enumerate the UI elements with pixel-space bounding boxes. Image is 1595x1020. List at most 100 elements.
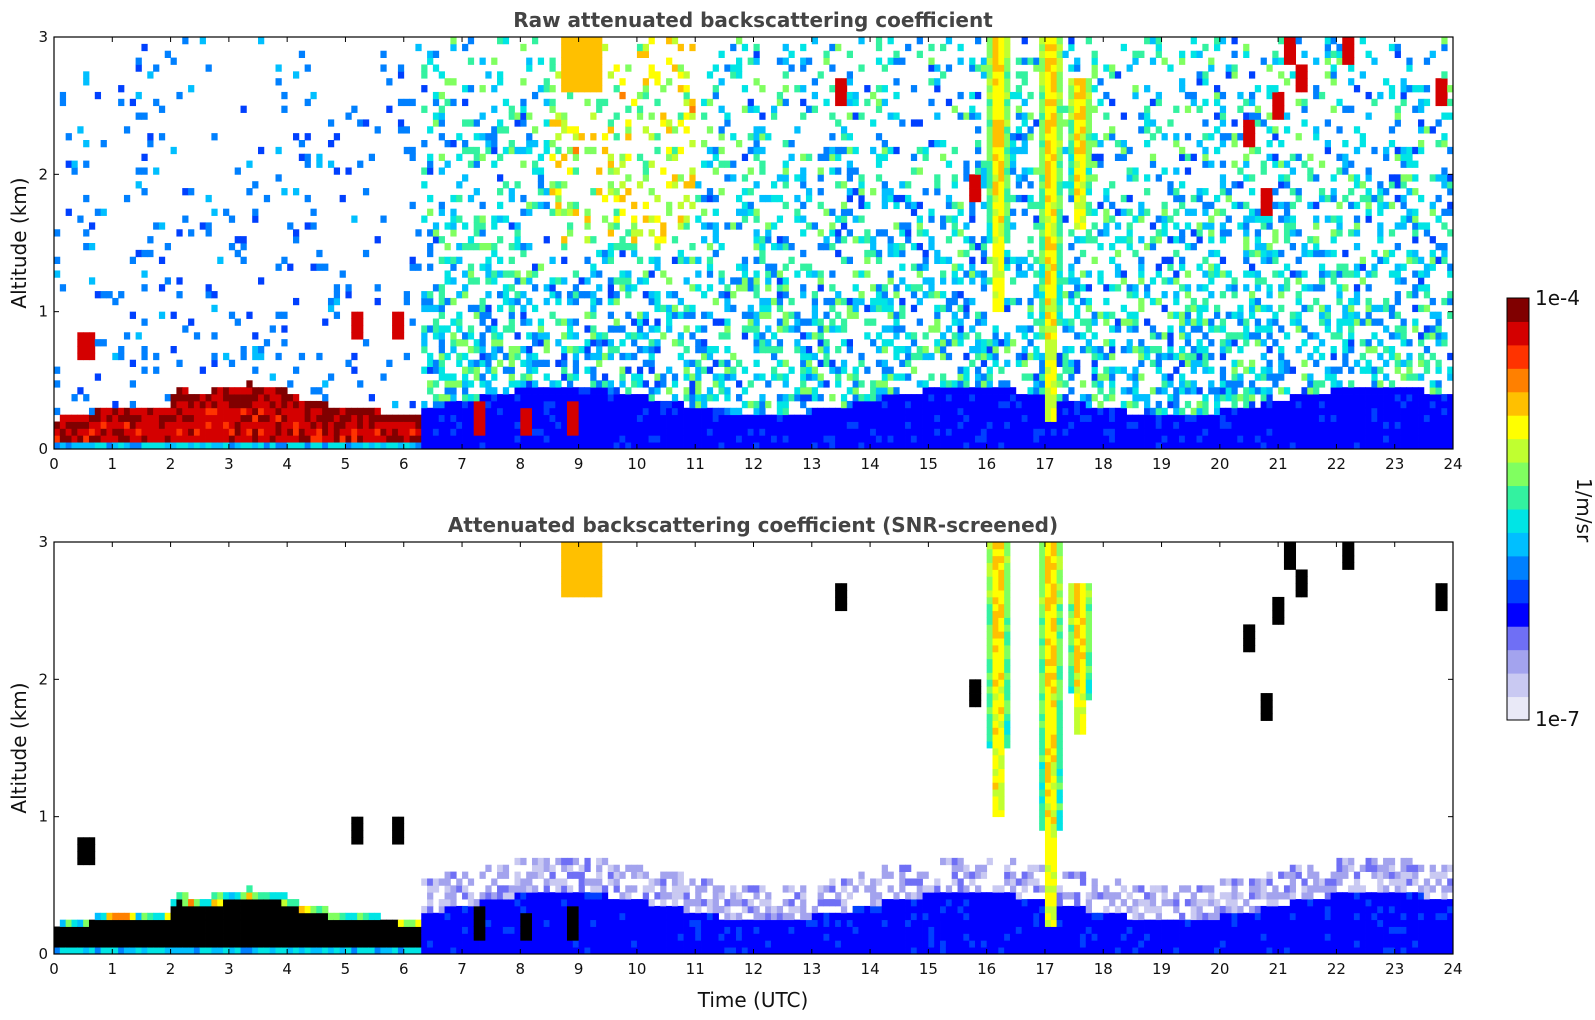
- heatmap-cell: [1179, 435, 1186, 443]
- heatmap-cell: [800, 380, 807, 388]
- heatmap-cell: [444, 421, 451, 429]
- heatmap-cell: [345, 291, 352, 299]
- heatmap-cell: [1266, 188, 1273, 196]
- heatmap-cell: [584, 71, 591, 79]
- heatmap-cell: [1044, 366, 1052, 374]
- heatmap-cell: [1039, 400, 1046, 409]
- heatmap-cell: [1237, 373, 1244, 381]
- heatmap-cell: [1289, 50, 1297, 58]
- heatmap-cell: [1254, 243, 1262, 251]
- heatmap-cell: [351, 435, 358, 443]
- heatmap-cell: [1027, 352, 1034, 361]
- heatmap-cell: [957, 332, 964, 340]
- heatmap-cell: [1039, 394, 1046, 402]
- heatmap-cell: [980, 256, 988, 264]
- heatmap-cell: [916, 414, 923, 422]
- heatmap-cell: [1179, 442, 1186, 449]
- heatmap-cell: [957, 112, 964, 120]
- heatmap-cell: [986, 50, 993, 58]
- heatmap-cell: [473, 229, 480, 237]
- heatmap-cell: [916, 222, 923, 230]
- heatmap-cell: [1219, 318, 1227, 326]
- heatmap-cell: [59, 428, 67, 436]
- heatmap-cell: [928, 98, 935, 107]
- heatmap-cell: [129, 421, 137, 429]
- heatmap-cell: [1161, 304, 1168, 313]
- heatmap-cell: [683, 428, 690, 436]
- heatmap-cell: [1167, 346, 1174, 354]
- heatmap-cell: [462, 352, 469, 361]
- heatmap-cell: [1004, 380, 1011, 388]
- heatmap-cell: [1161, 133, 1168, 141]
- heatmap-cell: [421, 435, 428, 443]
- heatmap-cell: [1196, 222, 1203, 230]
- heatmap-cell: [240, 442, 247, 449]
- heatmap-cell: [1068, 105, 1075, 113]
- heatmap-cell: [479, 421, 486, 429]
- heatmap-cell: [1074, 442, 1081, 449]
- heatmap-cell: [1039, 71, 1046, 79]
- heatmap-cell: [1231, 50, 1238, 58]
- heatmap-cell: [584, 277, 591, 285]
- heatmap-cell: [135, 57, 142, 65]
- heatmap-cell: [1248, 174, 1256, 182]
- heatmap-cell: [497, 428, 504, 436]
- heatmap-cell: [1097, 98, 1104, 107]
- heatmap-cell: [969, 188, 976, 196]
- heatmap-cell: [485, 256, 492, 264]
- heatmap-cell: [852, 167, 859, 175]
- heatmap-cell: [1231, 435, 1238, 443]
- heatmap-cell: [211, 352, 218, 361]
- heatmap-cell: [730, 428, 737, 436]
- heatmap-cell: [566, 291, 574, 299]
- heatmap-cell: [753, 428, 760, 436]
- heatmap-cell: [875, 421, 883, 429]
- heatmap-cell: [992, 153, 999, 161]
- heatmap-cell: [1219, 119, 1227, 127]
- heatmap-cell: [153, 428, 160, 436]
- heatmap-cell: [1027, 167, 1034, 175]
- heatmap-cell: [462, 174, 469, 182]
- heatmap-cell: [1050, 400, 1058, 409]
- heatmap-cell: [240, 435, 247, 443]
- heatmap-cell: [922, 421, 929, 429]
- heatmap-cell: [397, 325, 405, 333]
- heatmap-cell: [1196, 263, 1203, 271]
- heatmap-cell: [1021, 57, 1028, 65]
- heatmap-cell: [794, 194, 801, 203]
- heatmap-cell: [473, 400, 480, 409]
- heatmap-cell: [934, 387, 941, 395]
- heatmap-cell: [1009, 140, 1017, 148]
- heatmap-cell: [1214, 311, 1221, 319]
- heatmap-cell: [1126, 174, 1133, 182]
- heatmap-cell: [1214, 91, 1221, 100]
- heatmap-cell: [893, 291, 900, 299]
- heatmap-cell: [998, 387, 1005, 395]
- heatmap-cell: [275, 414, 282, 422]
- heatmap-cell: [601, 256, 609, 264]
- heatmap-cell: [77, 414, 84, 422]
- heatmap-cell: [992, 133, 999, 141]
- heatmap-cell: [462, 407, 469, 416]
- heatmap-cell: [922, 394, 929, 402]
- heatmap-cell: [1044, 339, 1052, 347]
- heatmap-cell: [1091, 359, 1098, 367]
- heatmap-cell: [1044, 98, 1052, 107]
- heatmap-cell: [1004, 153, 1011, 161]
- heatmap-cell: [438, 359, 445, 367]
- heatmap-cell: [724, 297, 731, 306]
- heatmap-cell: [1248, 387, 1256, 395]
- heatmap-cell: [893, 387, 900, 395]
- heatmap-cell: [817, 325, 824, 333]
- heatmap-cell: [1225, 380, 1232, 388]
- heatmap-cell: [1062, 291, 1069, 299]
- heatmap-cell: [176, 91, 183, 100]
- heatmap-cell: [1079, 98, 1087, 107]
- heatmap-cell: [351, 215, 358, 223]
- heatmap-cell: [788, 140, 795, 148]
- heatmap-cell: [246, 160, 253, 168]
- heatmap-cell: [1074, 119, 1081, 127]
- heatmap-cell: [526, 243, 533, 251]
- heatmap-cell: [188, 85, 195, 93]
- heatmap-cell: [969, 277, 976, 285]
